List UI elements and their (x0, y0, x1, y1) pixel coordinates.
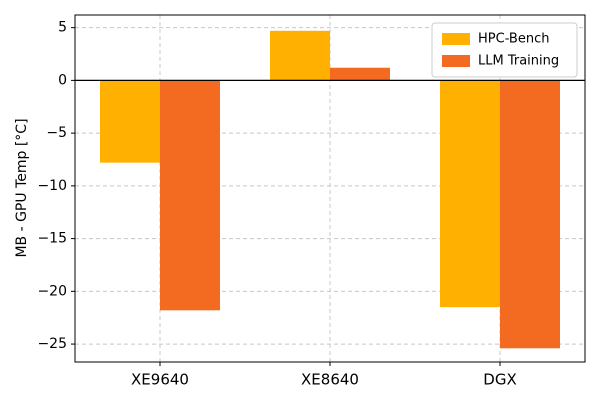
x-tick-label: DGX (483, 371, 516, 389)
bar (270, 30, 330, 81)
bar (330, 67, 390, 81)
y-tick-label: −15 (37, 231, 67, 247)
legend-label: LLM Training (478, 54, 559, 69)
legend-swatch (442, 33, 470, 45)
y-tick-label: −25 (37, 336, 67, 352)
legend-label: HPC-Bench (478, 32, 549, 47)
x-tick-label: XE8640 (301, 371, 359, 389)
plot-frame (74, 14, 586, 363)
y-tick-label: −5 (46, 125, 67, 141)
legend-swatch (442, 55, 470, 67)
legend: HPC-Bench LLM Training (431, 22, 578, 78)
bar (440, 80, 500, 308)
bar (100, 80, 160, 163)
y-tick-label: −10 (37, 178, 67, 194)
y-tick-label: 5 (58, 20, 67, 36)
bar (160, 80, 220, 311)
bar (500, 80, 560, 349)
x-tick-label: XE9640 (131, 371, 189, 389)
y-tick-label: −20 (37, 283, 67, 299)
y-tick-label: 0 (58, 72, 67, 88)
y-axis-label: MB - GPU Temp [°C] (14, 118, 30, 257)
